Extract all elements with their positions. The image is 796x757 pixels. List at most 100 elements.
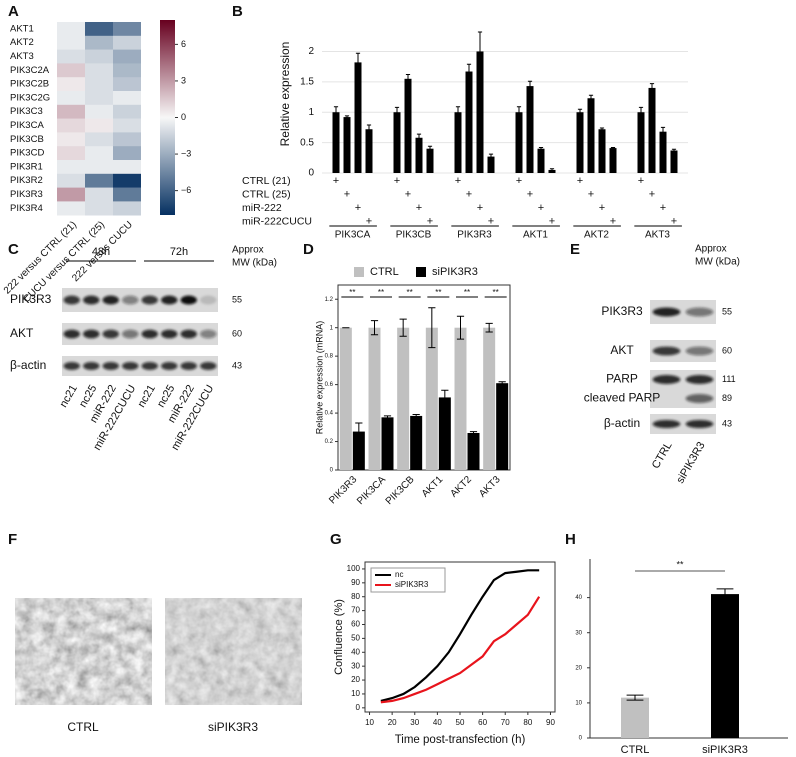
heatmap-cell — [57, 160, 85, 175]
x-tick-label: 60 — [478, 718, 487, 727]
design-marker: + — [394, 175, 400, 187]
design-row-label: CTRL (21) — [242, 175, 291, 187]
mw-label: 89 — [722, 393, 732, 403]
design-marker: + — [416, 202, 422, 214]
heatmap-cell — [113, 104, 141, 119]
bar — [343, 117, 351, 173]
panel-letter: A — [8, 3, 19, 20]
design-marker: + — [488, 215, 494, 227]
bar — [711, 594, 739, 738]
error-bar — [488, 153, 494, 160]
bar — [397, 327, 410, 470]
design-marker: + — [405, 188, 411, 200]
design-marker: + — [649, 188, 655, 200]
error-bar — [355, 422, 363, 441]
x-tick-label: 90 — [546, 718, 555, 727]
y-tick-label: 70 — [351, 606, 360, 615]
row-label: PIK3CB — [10, 134, 44, 145]
y-tick-label: 10 — [575, 700, 582, 706]
y-tick-label: 40 — [351, 647, 360, 656]
error-bar — [416, 133, 422, 142]
panel-letter: G — [330, 531, 342, 548]
error-bar — [516, 106, 522, 119]
blot-band — [122, 329, 139, 339]
bar — [415, 137, 423, 173]
design-marker: + — [671, 215, 677, 227]
heatmap-cell — [113, 201, 141, 216]
bar — [496, 383, 509, 470]
heatmap-cell — [113, 146, 141, 161]
blot-band — [122, 295, 139, 305]
legend-box — [370, 567, 446, 593]
error-bar — [477, 31, 483, 72]
heatmap-cell — [113, 77, 141, 92]
heatmap-cell — [85, 22, 113, 37]
mw-label: 60 — [722, 345, 732, 355]
error-bar — [498, 381, 506, 386]
colorbar-label: 3 — [181, 75, 186, 85]
blot-band — [161, 362, 178, 370]
heatmap-cell — [85, 146, 113, 161]
lane-label: siPIK3R3 — [674, 440, 707, 486]
y-tick-label: 1 — [308, 107, 314, 118]
panel-letter: H — [565, 531, 576, 548]
heatmap-cell — [57, 201, 85, 216]
bar — [332, 112, 340, 173]
heatmap-cell — [57, 22, 85, 37]
bar — [483, 327, 496, 470]
error-bar — [485, 322, 493, 333]
heatmap-cell — [85, 63, 113, 78]
mw-label: 55 — [722, 306, 732, 316]
blot-band — [652, 375, 681, 384]
error-bar — [527, 80, 533, 92]
y-tick-label: 0.6 — [325, 382, 334, 388]
legend-label: CTRL — [370, 266, 399, 278]
x-tick-label: AKT3 — [645, 230, 670, 241]
colorbar — [160, 20, 175, 215]
heatmap-cell — [57, 187, 85, 202]
y-axis-label: Relative expression (mRNA) — [314, 321, 324, 435]
row-label: AKT3 — [10, 51, 34, 62]
x-tick-label: PIK3CB — [396, 230, 432, 241]
bar — [648, 87, 656, 173]
y-tick-label: 2 — [308, 46, 314, 57]
error-bar — [469, 431, 478, 435]
design-marker: + — [427, 215, 433, 227]
heatmap-cell — [85, 132, 113, 147]
error-bar — [549, 168, 555, 172]
row-label: AKT — [10, 326, 34, 340]
error-bar — [577, 108, 583, 116]
error-bar — [412, 414, 420, 418]
row-label: PIK3R3 — [10, 292, 52, 306]
row-label: PIK3R3 — [601, 304, 643, 318]
bar — [393, 112, 401, 173]
y-tick-label: 1.5 — [300, 76, 314, 87]
blot-band — [63, 295, 80, 305]
y-tick-label: 10 — [351, 689, 360, 698]
x-tick-label: 40 — [433, 718, 442, 727]
design-marker: + — [588, 188, 594, 200]
bar — [352, 431, 365, 470]
blot-band — [141, 295, 158, 305]
y-tick-label: 0 — [308, 168, 314, 179]
x-tick-label: PIK3R3 — [457, 230, 492, 241]
blot-band — [63, 329, 80, 339]
blot-band — [83, 329, 100, 339]
x-tick-label: 10 — [365, 718, 374, 727]
x-tick-label: siPIK3R3 — [702, 744, 748, 756]
significance: ** — [435, 288, 441, 297]
error-bar — [599, 127, 605, 131]
bar — [354, 62, 362, 173]
error-bar — [638, 106, 644, 118]
x-tick-label: 20 — [388, 718, 397, 727]
y-tick-label: 60 — [351, 620, 360, 629]
x-tick-label: AKT2 — [449, 474, 475, 500]
error-bar — [441, 389, 449, 406]
blot-band — [141, 362, 158, 370]
design-marker: + — [638, 175, 644, 187]
heatmap-cell — [113, 49, 141, 64]
bar — [476, 51, 484, 173]
row-label: PIK3R1 — [10, 161, 43, 172]
blot-strip — [62, 323, 218, 345]
mw-label: 60 — [232, 328, 242, 338]
